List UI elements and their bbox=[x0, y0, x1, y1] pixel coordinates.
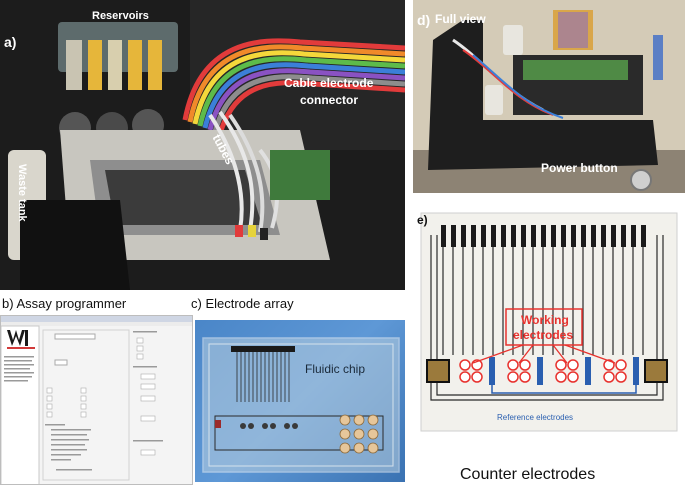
reference-electrodes-label: Reference electrodes bbox=[497, 413, 573, 422]
power-button-label: Power button bbox=[541, 161, 618, 175]
photo-full-view: d) Full view Power button bbox=[413, 0, 685, 193]
counter-electrodes-label: Counter electrodes bbox=[460, 466, 595, 484]
assay-programmer-illustration bbox=[1, 316, 193, 485]
photo-instrument-interior: a) Reservoirs Cable electrode connector … bbox=[0, 0, 405, 290]
panel-a-letter: a) bbox=[4, 34, 16, 50]
waste-tank-label: Waste tank bbox=[16, 164, 28, 222]
fluidic-chip-label: Fluidic chip bbox=[305, 362, 365, 376]
working-label-line1: Working bbox=[521, 313, 569, 327]
photo-electrode-chip: e) Working electrodes Reference electrod… bbox=[413, 205, 685, 463]
full-view-label: Full view bbox=[435, 12, 486, 26]
panel-c-caption: c) Electrode array bbox=[191, 296, 294, 311]
electrode-array-illustration bbox=[195, 320, 405, 482]
panel-d-letter: d) bbox=[417, 12, 430, 28]
panel-e-letter: e) bbox=[417, 213, 428, 227]
cable-label-line2: connector bbox=[300, 93, 358, 107]
assay-programmer-screenshot bbox=[0, 315, 193, 485]
photo-electrode-array: Fluidic chip bbox=[195, 320, 405, 482]
working-label-line2: electrodes bbox=[513, 328, 573, 342]
panel-b-caption: b) Assay programmer bbox=[2, 296, 126, 311]
instrument-illustration bbox=[0, 0, 405, 290]
cable-label-line1: Cable electrode bbox=[284, 76, 373, 90]
reservoirs-label: Reservoirs bbox=[92, 10, 149, 22]
